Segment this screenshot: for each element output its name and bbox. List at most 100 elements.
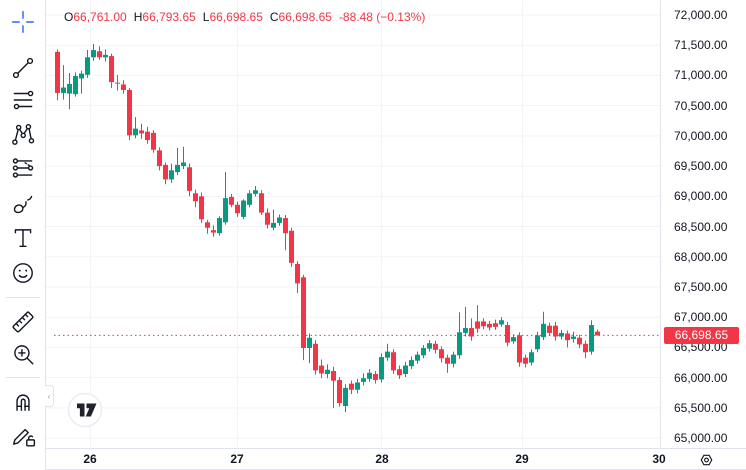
candle xyxy=(481,321,486,327)
gann-fibonacci-tools-icon[interactable] xyxy=(7,84,39,116)
candle xyxy=(109,56,114,83)
patterns-xabcd-icon[interactable] xyxy=(7,118,39,150)
candle xyxy=(157,150,162,167)
candle xyxy=(349,383,354,390)
candle xyxy=(337,380,342,404)
candle xyxy=(379,357,384,380)
candle xyxy=(301,277,306,349)
ohlc-legend: O66,761.00 H66,793.65 L66,698.65 C66,698.65… xyxy=(64,10,425,24)
candle xyxy=(463,328,468,333)
candle xyxy=(559,332,564,337)
candle xyxy=(55,51,60,93)
candle xyxy=(271,222,276,228)
candle xyxy=(577,337,582,345)
candle xyxy=(103,54,108,58)
text-icon[interactable] xyxy=(7,222,39,254)
candle xyxy=(499,320,504,325)
candle xyxy=(307,337,312,349)
measure-ruler-icon[interactable] xyxy=(7,306,39,338)
candle xyxy=(175,164,180,173)
zoom-in-icon[interactable] xyxy=(7,338,39,370)
candle xyxy=(355,382,360,390)
candle xyxy=(211,230,216,233)
candle xyxy=(133,128,138,136)
candle xyxy=(589,325,594,352)
candle xyxy=(517,335,522,363)
lock-drawings-icon[interactable] xyxy=(7,419,39,451)
magnet-icon[interactable] xyxy=(7,384,39,416)
candle xyxy=(361,378,366,382)
candle xyxy=(217,218,222,234)
price-axis-label: 65,000.00 xyxy=(674,431,728,446)
emoji-icon[interactable] xyxy=(7,257,39,289)
candle xyxy=(235,204,240,214)
candle xyxy=(505,325,510,343)
candle xyxy=(565,333,570,341)
candle xyxy=(127,89,132,136)
candle xyxy=(253,190,258,194)
candle xyxy=(367,372,372,379)
price-axis-label: 72,000.00 xyxy=(674,7,728,22)
toolbar-collapse-handle[interactable]: ‹ xyxy=(45,385,54,407)
candle xyxy=(535,335,540,350)
candle xyxy=(529,352,534,363)
drawing-toolbar xyxy=(0,0,46,470)
candle xyxy=(475,321,480,329)
axis-settings-gear-icon[interactable] xyxy=(697,452,715,468)
time-axis[interactable]: 26 27 28 29 30 xyxy=(0,448,746,470)
candle xyxy=(97,51,102,58)
candle xyxy=(523,357,528,364)
price-axis-label: 69,500.00 xyxy=(674,159,728,174)
candle xyxy=(247,193,252,205)
brush-icon[interactable] xyxy=(7,187,39,219)
candle xyxy=(61,87,66,93)
price-axis-label: 71,000.00 xyxy=(674,68,728,83)
candle xyxy=(259,193,264,213)
candle xyxy=(115,82,120,84)
candle xyxy=(433,343,438,350)
candle xyxy=(487,323,492,328)
candle xyxy=(583,343,588,353)
price-axis[interactable]: 66,698.65 65,000.00 65,500.00 66,000.00 66,… xyxy=(660,0,746,448)
candle xyxy=(121,84,126,90)
candle xyxy=(85,57,90,75)
candle xyxy=(265,212,270,225)
legend-change: -88.48 (−0.13%) xyxy=(338,10,426,24)
candle xyxy=(151,132,156,150)
legend-close-value: 66,698.65 xyxy=(278,10,332,24)
candle xyxy=(325,369,330,375)
candle xyxy=(493,323,498,327)
trend-line-icon[interactable] xyxy=(7,52,39,84)
legend-high-label: H xyxy=(133,10,143,24)
legend-open-label: O xyxy=(64,10,74,24)
candle xyxy=(319,365,324,374)
price-axis-label: 70,500.00 xyxy=(674,98,728,113)
candle xyxy=(547,325,552,333)
price-axis-label: 67,500.00 xyxy=(674,279,728,294)
cross-cursor-icon[interactable] xyxy=(7,6,39,38)
tradingview-logo-watermark[interactable] xyxy=(67,392,103,428)
candle xyxy=(469,328,474,337)
candle xyxy=(277,217,282,223)
candle xyxy=(331,370,336,381)
price-axis-label: 68,000.00 xyxy=(674,249,728,264)
candle xyxy=(289,230,294,263)
candle xyxy=(67,83,72,94)
candle xyxy=(397,369,402,376)
legend-low-value: 66,698.65 xyxy=(209,10,263,24)
price-axis-label: 66,500.00 xyxy=(674,340,728,355)
prediction-measurement-tools-icon[interactable] xyxy=(7,152,39,184)
candle xyxy=(229,196,234,205)
candle xyxy=(139,130,144,134)
candle xyxy=(223,198,228,223)
candle xyxy=(313,343,318,371)
time-axis-label: 29 xyxy=(515,452,529,466)
legend-high-value: 66,793.65 xyxy=(142,10,196,24)
candle xyxy=(373,374,378,381)
legend-low-label: L xyxy=(202,10,210,24)
candle xyxy=(187,167,192,191)
candle xyxy=(541,323,546,338)
candle xyxy=(343,387,348,407)
chart-canvas[interactable] xyxy=(46,0,660,448)
